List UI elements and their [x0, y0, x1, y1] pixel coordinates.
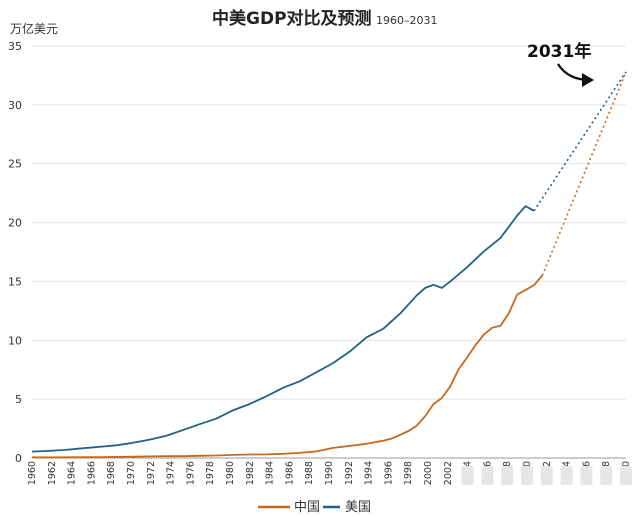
- blurred-tick-patch: [540, 466, 553, 485]
- legend-label-china: 中国: [294, 500, 320, 515]
- y-tick-label: 0: [15, 452, 22, 465]
- x-tick-label: 8: [502, 461, 513, 467]
- series-line-usa: [31, 205, 535, 453]
- y-tick-label: 20: [8, 217, 22, 230]
- x-tick-label: 1986: [284, 461, 295, 485]
- x-tick-label: 4: [463, 461, 474, 467]
- x-tick-label: 1996: [383, 461, 394, 485]
- blurred-tick-region: [461, 466, 632, 485]
- series-projection-china: [541, 71, 627, 276]
- blurred-tick-patch: [580, 466, 593, 485]
- blurred-tick-patch: [501, 466, 514, 485]
- annotation: 2031年: [527, 41, 594, 87]
- blurred-tick-patch: [521, 466, 533, 485]
- x-tick-label: 1988: [304, 461, 315, 485]
- x-tick-label: 1974: [166, 461, 177, 485]
- series-projection-usa: [533, 71, 627, 212]
- x-tick-label: 4: [562, 461, 573, 467]
- y-axis-label: 万亿美元: [10, 21, 58, 36]
- x-tick-label: 1982: [245, 461, 256, 485]
- y-tick-label: 10: [8, 334, 22, 347]
- x-tick-label: 1966: [86, 461, 97, 485]
- blurred-tick-patch: [560, 466, 573, 485]
- x-tick-label: 1984: [265, 461, 276, 485]
- x-tick-label: 1960: [27, 461, 38, 485]
- x-tick-label: 8: [601, 461, 612, 467]
- x-tick-label: 1978: [205, 461, 216, 485]
- x-tick-label: 1962: [47, 461, 58, 485]
- blurred-tick-patch: [600, 466, 613, 485]
- y-axis-ticks: 0 5 10 15 20 25 30 35: [8, 40, 22, 465]
- blurred-tick-patch: [481, 466, 494, 485]
- x-tick-label: 1998: [403, 461, 414, 485]
- series-lines: [31, 71, 627, 459]
- x-tick-label: 2: [542, 461, 553, 467]
- x-axis-ticks: 1960 1962 1964 1966 1968 1970 1972 1974 1976 1978…: [27, 461, 632, 485]
- chart-subtitle: 1960–2031: [376, 14, 438, 27]
- y-tick-label: 30: [8, 99, 22, 112]
- grid-lines: [32, 45, 626, 459]
- blurred-tick-patch: [620, 466, 632, 485]
- legend-label-usa: 美国: [345, 500, 371, 515]
- x-tick-label: 1964: [67, 461, 78, 485]
- x-tick-label: 2002: [443, 461, 454, 485]
- x-tick-label: 1968: [106, 461, 117, 485]
- y-tick-label: 35: [8, 40, 22, 53]
- x-tick-label: 1970: [126, 461, 137, 485]
- y-tick-label: 15: [8, 275, 22, 288]
- x-tick-label: 2000: [423, 461, 434, 485]
- x-tick-label: 6: [581, 461, 592, 467]
- y-tick-label: 25: [8, 158, 22, 171]
- x-tick-label: 1976: [185, 461, 196, 485]
- x-tick-label: 1980: [225, 461, 236, 485]
- chart-title: 中美GDP对比及预测: [212, 8, 372, 29]
- blurred-tick-patch: [461, 466, 474, 485]
- x-tick-label: 1994: [364, 461, 375, 485]
- x-tick-label: 6: [482, 461, 493, 467]
- x-tick-label: 1990: [324, 461, 335, 485]
- legend: 中国 美国: [258, 500, 371, 515]
- annotation-arrowhead: [582, 73, 594, 87]
- x-tick-label: 1972: [146, 461, 157, 485]
- x-tick-label: 0: [522, 461, 533, 467]
- y-tick-label: 5: [15, 393, 22, 406]
- annotation-label: 2031年: [527, 41, 591, 62]
- series-line-china: [31, 274, 543, 459]
- x-tick-label: 0: [621, 461, 632, 467]
- x-tick-label: 1992: [344, 461, 355, 485]
